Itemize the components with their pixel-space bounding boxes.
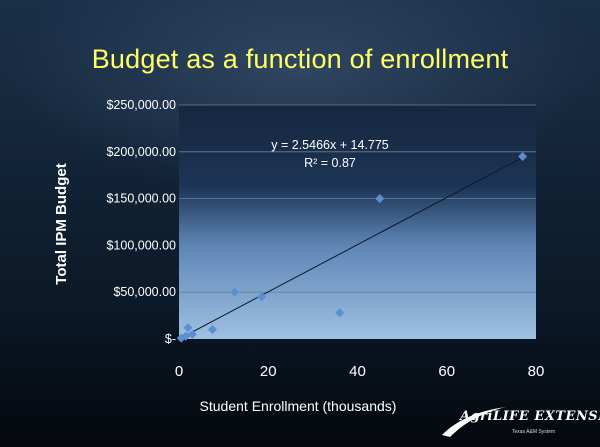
agrilife-logo: AgriLIFE EXTENSION Texas A&M System bbox=[436, 399, 600, 443]
y-tick-label: $100,000.00 bbox=[106, 238, 176, 252]
y-tick-label: $50,000.00 bbox=[113, 285, 176, 299]
trendline bbox=[178, 156, 523, 340]
y-axis-ticks: $- $50,000.00 $100,000.00 $150,000.00 $200,0… bbox=[106, 98, 176, 346]
y-tick-label: $200,000.00 bbox=[106, 145, 176, 159]
data-point bbox=[207, 325, 217, 335]
x-axis-ticks: 0 20 40 60 80 bbox=[175, 363, 545, 380]
data-points bbox=[176, 151, 528, 343]
data-point bbox=[183, 323, 193, 333]
data-point bbox=[187, 329, 197, 339]
logo-text: AgriLIFE EXTENSION bbox=[460, 409, 600, 424]
gridlines bbox=[179, 104, 536, 293]
y-tick-label: $150,000.00 bbox=[106, 192, 176, 206]
data-point bbox=[518, 151, 528, 161]
data-point bbox=[375, 194, 385, 204]
y-tick-label: $250,000.00 bbox=[106, 98, 176, 112]
x-tick-label: 60 bbox=[438, 363, 455, 380]
y-tick-label: $- bbox=[165, 332, 176, 346]
x-tick-label: 40 bbox=[349, 363, 366, 380]
trendline-equation: y = 2.5466x + 14.775 bbox=[271, 138, 389, 152]
x-axis-label: Student Enrollment (thousands) bbox=[200, 398, 397, 414]
slide-title: Budget as a function of enrollment bbox=[91, 44, 509, 74]
data-point bbox=[335, 308, 345, 318]
data-point bbox=[257, 292, 267, 302]
logo-subtext: Texas A&M System bbox=[512, 429, 556, 435]
x-tick-label: 0 bbox=[175, 363, 183, 380]
plot-area bbox=[179, 105, 536, 339]
trendline-group bbox=[178, 156, 523, 340]
x-tick-label: 20 bbox=[260, 363, 277, 380]
y-axis-label: Total IPM Budget bbox=[53, 163, 70, 284]
r-squared-label: R² = 0.87 bbox=[304, 156, 356, 170]
data-point bbox=[230, 287, 240, 297]
x-tick-label: 80 bbox=[528, 363, 545, 380]
data-point bbox=[181, 331, 191, 341]
logo-swoosh-icon bbox=[442, 407, 506, 437]
